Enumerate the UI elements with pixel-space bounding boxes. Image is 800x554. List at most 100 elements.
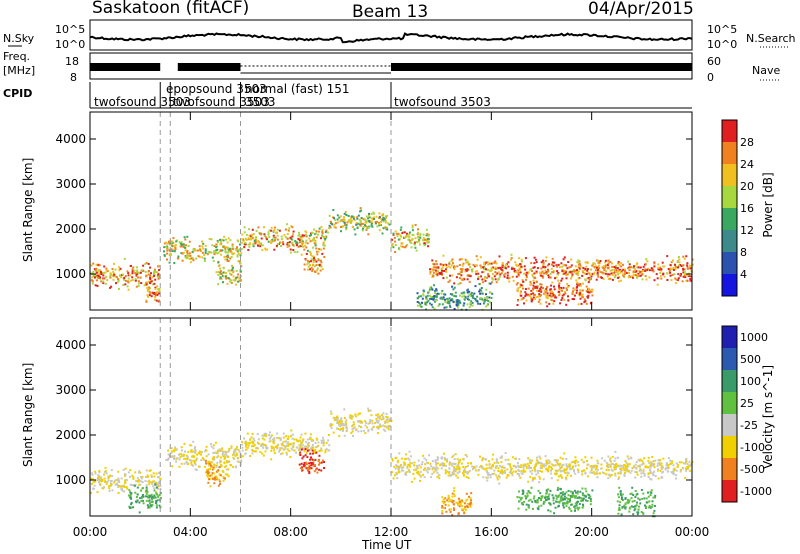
scatter-point: [313, 470, 316, 473]
x-tick-label: 12:00: [374, 525, 409, 539]
scatter-point: [567, 295, 569, 298]
scatter-point: [433, 289, 436, 292]
scatter-point: [602, 278, 605, 281]
scatter-point: [463, 512, 466, 515]
scatter-point: [235, 283, 237, 286]
scatter-point: [546, 286, 549, 288]
scatter-point: [276, 228, 279, 231]
scatter-point: [135, 496, 138, 498]
scatter-point: [135, 480, 138, 483]
scatter-point: [622, 263, 624, 266]
scatter-point: [517, 271, 520, 274]
scatter-point: [653, 463, 655, 466]
scatter-point: [536, 460, 539, 463]
scatter-point: [486, 476, 489, 479]
scatter-point: [519, 271, 522, 274]
scatter-point: [556, 270, 559, 272]
scatter-point: [303, 268, 306, 271]
scatter-point: [448, 262, 451, 265]
scatter-point: [622, 268, 625, 271]
scatter-point: [305, 235, 308, 238]
scatter-point: [483, 261, 486, 264]
scatter-point: [192, 455, 195, 457]
scatter-point: [657, 477, 660, 480]
scatter-point: [624, 502, 627, 505]
scatter-point: [257, 441, 259, 444]
scatter-point: [265, 238, 268, 241]
scatter-point: [619, 268, 622, 271]
scatter-point: [362, 218, 365, 221]
scatter-point: [183, 442, 186, 445]
scatter-point: [252, 233, 255, 235]
scatter-point: [286, 223, 289, 226]
scatter-point: [284, 236, 287, 239]
scatter-point: [528, 506, 530, 509]
scatter-point: [227, 251, 230, 254]
scatter-point: [301, 468, 303, 471]
scatter-point: [570, 258, 573, 261]
scatter-point: [305, 234, 307, 237]
scatter-point: [309, 458, 312, 461]
scatter-point: [628, 510, 631, 513]
scatter-point: [125, 479, 128, 481]
scatter-point: [248, 234, 251, 237]
scatter-point: [513, 267, 516, 270]
scatter-point: [566, 282, 569, 285]
scatter-point: [508, 280, 511, 283]
scatter-point: [228, 249, 231, 252]
scatter-point: [146, 490, 149, 493]
scatter-point: [575, 491, 577, 494]
scatter-point: [488, 463, 491, 466]
scatter-point: [436, 462, 439, 465]
scatter-point: [474, 469, 477, 472]
scatter-point: [333, 419, 336, 422]
scatter-point: [356, 216, 359, 219]
scatter-point: [586, 277, 589, 280]
scatter-point: [419, 466, 422, 469]
scatter-point: [142, 269, 145, 272]
scatter-point: [649, 468, 651, 471]
scatter-point: [95, 271, 98, 274]
scatter-point: [632, 271, 635, 274]
scatter-point: [511, 275, 514, 278]
scatter-point: [507, 463, 510, 465]
scatter-point: [535, 270, 538, 273]
scatter-point: [611, 469, 614, 472]
scatter-point: [399, 228, 402, 231]
scatter-point: [433, 266, 436, 269]
scatter-point: [544, 259, 547, 262]
scatter-point: [172, 237, 175, 240]
scatter-point: [130, 497, 133, 500]
scatter-point: [520, 502, 523, 505]
scatter-point: [413, 468, 416, 471]
scatter-point: [447, 474, 450, 477]
scatter-point: [397, 232, 400, 235]
scatter-point: [396, 461, 399, 464]
scatter-point: [308, 466, 311, 469]
scatter-point: [630, 505, 633, 508]
scatter-point: [537, 505, 540, 508]
scatter-point: [344, 211, 347, 213]
scatter-point: [533, 262, 536, 265]
scatter-point: [515, 263, 518, 266]
scatter-point: [353, 219, 356, 222]
scatter-point: [571, 496, 574, 498]
scatter-point: [471, 465, 474, 468]
scatter-point: [638, 505, 640, 508]
scatter-point: [230, 445, 233, 448]
scatter-point: [340, 420, 343, 423]
scatter-point: [555, 296, 558, 299]
scatter-point: [585, 467, 588, 470]
scatter-point: [576, 490, 579, 493]
scatter-point: [179, 245, 182, 248]
scatter-point: [686, 466, 689, 469]
scatter-point: [650, 489, 653, 492]
scatter-point: [446, 297, 449, 300]
scatter-point: [499, 266, 502, 269]
scatter-point: [573, 495, 576, 498]
scatter-point: [364, 420, 367, 423]
scatter-point: [604, 261, 607, 264]
cpid-label: CPID: [3, 87, 33, 100]
scatter-point: [408, 450, 411, 453]
program-label: twofsound 3503: [173, 95, 270, 109]
